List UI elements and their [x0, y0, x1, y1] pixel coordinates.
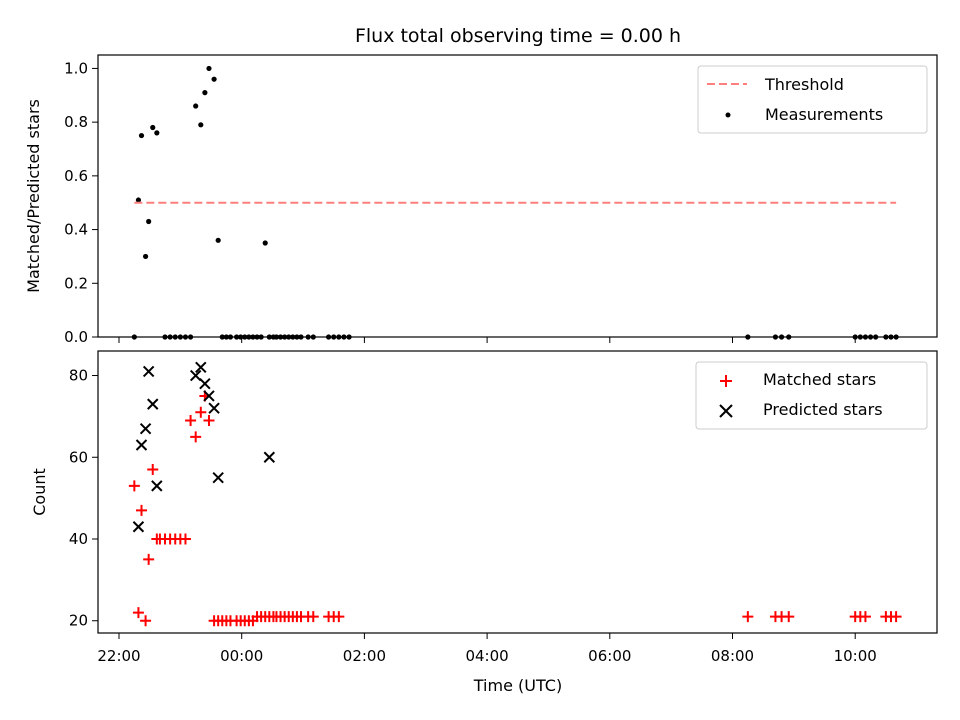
matched-point: [179, 533, 191, 545]
x-tick-label: 10:00: [834, 647, 877, 665]
matched-point: [307, 611, 319, 623]
measurement-point: [138, 132, 145, 139]
top-y-tick-label: 0.4: [64, 221, 88, 239]
matched-point: [185, 414, 197, 426]
top-y-ticks: 0.0 0.2 0.4 0.6 0.8 1.0: [64, 59, 98, 346]
predicted-point: [203, 390, 215, 402]
predicted-point: [199, 377, 211, 390]
top-y-tick-label: 0.2: [64, 274, 88, 292]
top-y-tick-label: 0.0: [64, 328, 88, 346]
bottom-y-tick-label: 20: [69, 612, 88, 630]
matched-point: [147, 464, 159, 476]
predicted-point: [189, 369, 202, 382]
x-tick-label: 02:00: [343, 647, 386, 665]
predicted-point: [147, 398, 159, 410]
measurement-point: [215, 237, 221, 243]
legend-measurements-swatch: [725, 112, 731, 118]
matched-point: [203, 414, 215, 426]
matched-point: [742, 611, 754, 623]
x-axis-label: Time (UTC): [473, 676, 562, 695]
predicted-point: [142, 365, 155, 378]
legend-matched-swatch: [720, 375, 732, 387]
top-y-axis-label: Matched/Predicted stars: [24, 99, 43, 293]
measurement-point: [262, 240, 268, 246]
top-x-ticks: [118, 337, 856, 343]
measurement-point: [202, 90, 208, 96]
top-legend: Threshold Measurements: [697, 65, 928, 134]
matched-point: [140, 615, 152, 627]
bottom-legend-box: [695, 361, 928, 430]
matched-point: [128, 480, 140, 492]
bottom-y-ticks: 20 40 60 80: [69, 367, 98, 630]
chart-title: Flux total observing time = 0.00 h: [355, 25, 681, 47]
measurement-point: [206, 65, 212, 72]
measurement-point: [146, 218, 152, 225]
top-legend-box: [697, 65, 928, 134]
x-tick-label: 04:00: [465, 647, 508, 665]
top-axes-frame: [97, 54, 938, 338]
measurement-point: [150, 124, 156, 131]
legend-threshold-label: Threshold: [764, 75, 844, 94]
matched-point: [190, 431, 202, 443]
predicted-point: [139, 422, 152, 435]
measurement-point: [198, 122, 204, 128]
bottom-y-tick-label: 40: [69, 530, 88, 548]
measurement-point: [211, 76, 217, 82]
legend-predicted-swatch: [719, 404, 733, 418]
predicted-point: [132, 521, 145, 533]
measurement-point: [142, 253, 149, 260]
bottom-legend: Matched stars Predicted stars: [695, 361, 928, 430]
predicted-point: [212, 471, 224, 484]
top-y-tick-label: 0.6: [64, 167, 88, 185]
measurement-point: [135, 197, 142, 203]
measurement-point: [193, 103, 199, 109]
legend-predicted-label: Predicted stars: [763, 400, 883, 419]
predicted-point: [263, 451, 276, 463]
top-y-tick-label: 0.8: [64, 113, 88, 131]
predicted-point: [195, 361, 207, 374]
x-tick-label: 22:00: [97, 647, 140, 665]
bottom-panel: 20 40 60 80 22:00 00:00 02:00 04:00 06:00 08:00 1…: [30, 350, 938, 695]
x-tick-label: 00:00: [220, 647, 263, 665]
matched-point: [135, 504, 147, 516]
measurement-point: [154, 130, 160, 136]
matched-point: [859, 611, 871, 623]
x-tick-label: 08:00: [711, 647, 754, 665]
matched-point: [890, 611, 902, 623]
bottom-data-points: [128, 361, 902, 627]
bottom-y-tick-label: 60: [69, 448, 88, 466]
matched-point: [333, 611, 345, 623]
legend-matched-label: Matched stars: [763, 370, 876, 389]
predicted-point: [135, 439, 148, 451]
predicted-point: [151, 480, 163, 492]
predicted-point: [208, 402, 220, 414]
legend-measurements-label: Measurements: [765, 105, 883, 124]
bottom-axes-frame: [97, 350, 938, 634]
matched-point: [783, 611, 795, 623]
bottom-x-ticks: 22:00 00:00 02:00 04:00 06:00 08:00 10:00: [97, 633, 877, 665]
matched-point: [132, 607, 144, 619]
top-panel: 0.0 0.2 0.4 0.6 0.8 1.0 Matched/Predicted sta…: [24, 54, 938, 346]
x-tick-label: 06:00: [588, 647, 631, 665]
matched-point: [143, 553, 155, 565]
matched-point: [195, 406, 207, 418]
top-y-tick-label: 1.0: [64, 59, 88, 77]
bottom-y-axis-label: Count: [30, 468, 49, 516]
bottom-y-tick-label: 80: [69, 367, 88, 385]
